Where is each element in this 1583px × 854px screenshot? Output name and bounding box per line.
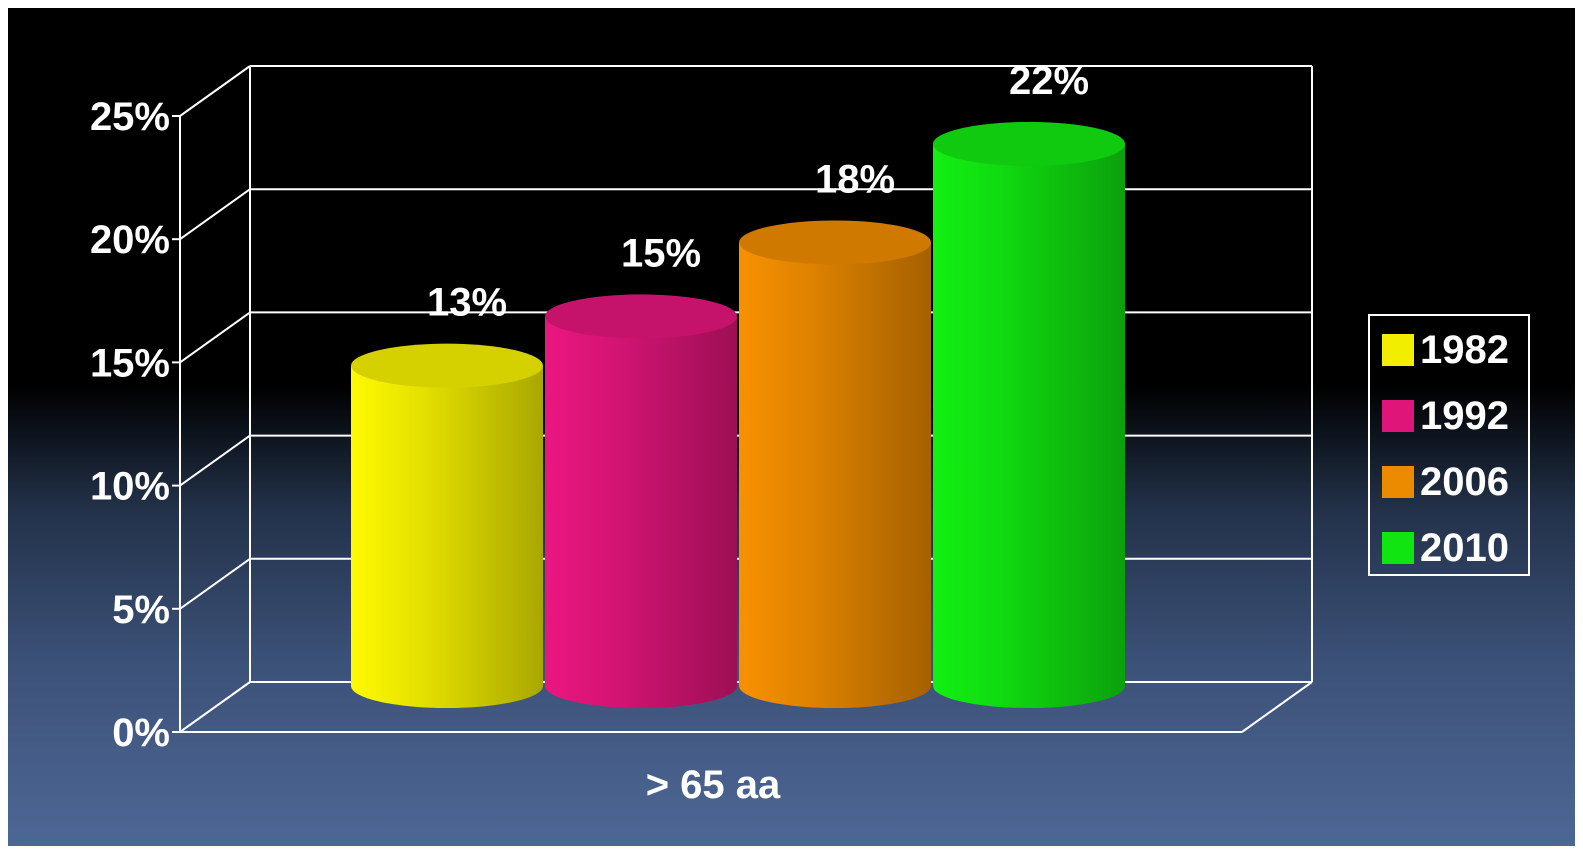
bar-body-2006: [739, 242, 931, 709]
y-tick-label-4: 20%: [90, 218, 170, 262]
bar-1982: [351, 343, 543, 708]
gridline-side-5: [179, 65, 251, 117]
legend-swatch-0: [1382, 334, 1414, 366]
chart-frame: [179, 66, 1313, 733]
bar-1992: [545, 294, 737, 708]
x-category-label: > 65 aa: [646, 763, 781, 807]
bar-top-2010: [933, 121, 1125, 166]
legend-swatch-3: [1382, 532, 1414, 564]
gridline-side-1: [179, 557, 251, 610]
legend-item-2: 2006: [1382, 459, 1509, 504]
y-tick-label-3: 15%: [90, 341, 170, 385]
data-label-2006: 18%: [815, 157, 895, 201]
data-label-1982: 13%: [427, 281, 507, 325]
bars: [351, 121, 1125, 709]
y-axis-ticks: 0% 5% 10% 15% 20% 25%: [90, 95, 180, 755]
y-tick-label-2: 10%: [90, 465, 170, 509]
legend-label-0: 1982: [1420, 327, 1509, 372]
data-label-1992: 15%: [621, 231, 701, 275]
bar-2010: [933, 121, 1125, 709]
gridline-side-3: [179, 311, 251, 364]
bar-top-2006: [739, 220, 931, 265]
chart-svg: 0% 5% 10% 15% 20% 25% 13% 15% 18% 22% > 65 aa: [90, 59, 1313, 807]
gridline-side-2: [179, 434, 251, 487]
legend-label-1: 1992: [1420, 393, 1509, 438]
x-axis-categories: > 65 aa: [646, 763, 781, 807]
bar-top-1992: [545, 294, 737, 339]
bar-2006: [739, 220, 931, 709]
legend-swatch-1: [1382, 400, 1414, 432]
bar-body-1982: [351, 365, 543, 708]
legend-item-3: 2010: [1382, 525, 1509, 570]
bar-body-2010: [933, 143, 1125, 709]
y-tick-label-5: 25%: [90, 95, 170, 139]
legend-label-3: 2010: [1420, 525, 1509, 570]
legend-item-1: 1992: [1382, 393, 1509, 438]
chart-area: 0% 5% 10% 15% 20% 25% 13% 15% 18% 22% > 65 aa 19…: [8, 8, 1575, 846]
y-tick-label-0: 0%: [112, 711, 170, 755]
y-tick-label-1: 5%: [112, 588, 170, 632]
floor-right-depth-line: [1241, 681, 1313, 733]
data-label-2010: 22%: [1009, 59, 1089, 103]
gridline-side-0: [179, 681, 251, 733]
legend-swatch-2: [1382, 466, 1414, 498]
bar-body-1992: [545, 316, 737, 708]
legend: 1982 1992 2006 2010: [1368, 314, 1530, 576]
bar-top-1982: [351, 343, 543, 388]
legend-item-0: 1982: [1382, 327, 1509, 372]
legend-label-2: 2006: [1420, 459, 1509, 504]
data-labels: 13% 15% 18% 22%: [427, 59, 1089, 325]
gridline-side-4: [179, 188, 251, 241]
